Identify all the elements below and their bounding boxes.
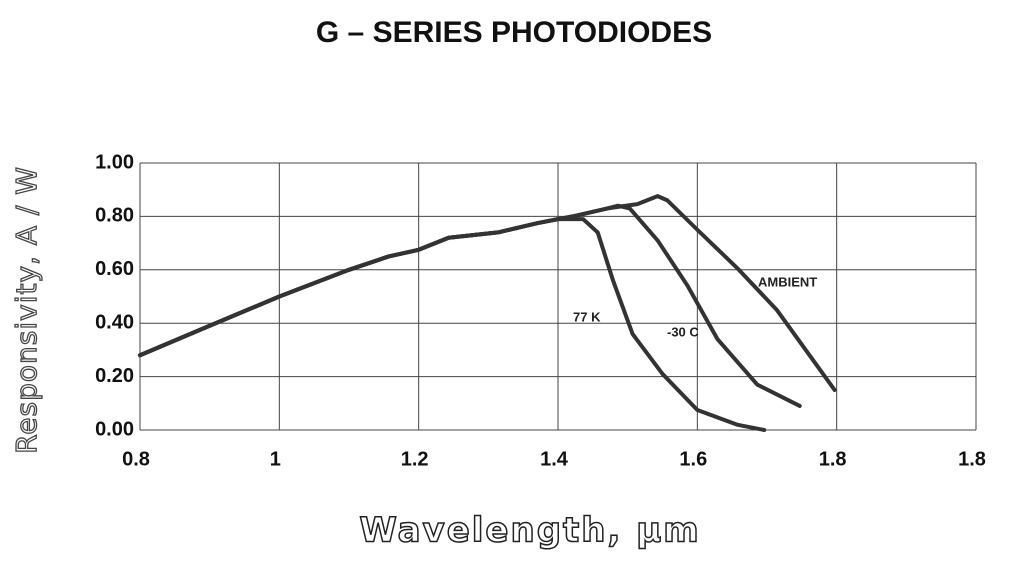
y-tick-label: 0.40 xyxy=(95,311,134,333)
x-axis-label: Wavelength, μm xyxy=(359,511,700,551)
x-tick-label: 1.6 xyxy=(679,448,707,470)
series-label: AMBIENT xyxy=(758,274,817,289)
series-line xyxy=(138,194,837,392)
y-tick-label: 0.20 xyxy=(95,365,134,387)
y-tick-label: 0.00 xyxy=(95,418,134,440)
y-tick-label: 0.80 xyxy=(95,205,134,227)
series-label: -30 C xyxy=(667,324,699,339)
x-tick-label: 0.8 xyxy=(122,448,150,470)
x-tick-label: 1 xyxy=(270,448,281,470)
chart-title: G – SERIES PHOTODIODES xyxy=(316,16,712,49)
series-line xyxy=(138,217,767,432)
y-tick-label: 1.00 xyxy=(95,151,134,173)
x-tick-label: 1.4 xyxy=(540,448,569,470)
y-axis-label: Responsivity, A / W xyxy=(10,166,43,454)
x-tick-label: 1.8 xyxy=(819,448,847,470)
x-tick-label: 1.8 xyxy=(958,448,986,470)
series-label: 77 K xyxy=(573,309,601,324)
y-tick-label: 0.60 xyxy=(95,258,134,280)
x-tick-label: 1.2 xyxy=(401,448,429,470)
